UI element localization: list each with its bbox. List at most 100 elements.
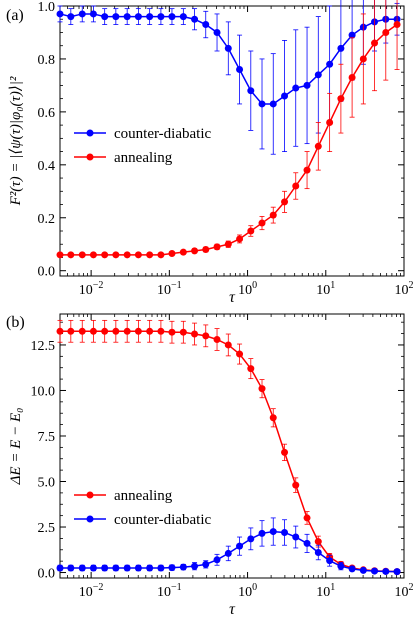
y-tick-label: 0.4 (38, 159, 56, 174)
panel-b-ticks: 10−2 10−1 100 101 102 0.0 2.5 5.0 7.5 10.0 12.5 (31, 314, 414, 600)
x-tick-label: 100 (238, 582, 257, 600)
data-point-counter-diabatic (89, 564, 97, 572)
panel-a-marks (56, 0, 401, 259)
x-tick-label: 102 (395, 582, 414, 600)
data-point-counter-diabatic (337, 562, 345, 570)
data-point-annealing (269, 414, 277, 422)
y-tick-label: 0.2 (38, 212, 56, 227)
panel-b-y-axis-label: ΔE = E − E₀ (8, 408, 24, 486)
legend-label-annealing: annealing (114, 150, 173, 166)
data-point-counter-diabatic (326, 557, 334, 565)
legend-marker-counter-diabatic (86, 515, 94, 523)
data-point-annealing (247, 227, 255, 235)
data-point-counter-diabatic (303, 539, 311, 547)
data-point-annealing (157, 327, 165, 335)
x-tick-label: 10−2 (79, 280, 104, 298)
data-point-annealing (168, 328, 176, 336)
data-point-annealing (292, 481, 300, 489)
data-point-counter-diabatic (359, 566, 367, 574)
data-point-counter-diabatic (326, 60, 334, 68)
data-point-counter-diabatic (337, 44, 345, 52)
x-tick-label: 10−1 (157, 280, 182, 298)
data-point-counter-diabatic (134, 564, 142, 572)
data-point-counter-diabatic (314, 549, 322, 557)
data-point-annealing (78, 251, 86, 259)
data-point-annealing (134, 251, 142, 259)
data-point-counter-diabatic (258, 100, 266, 108)
data-point-annealing (281, 198, 289, 206)
legend-marker-annealing (86, 153, 94, 161)
y-tick-label: 0.8 (38, 53, 56, 68)
data-point-annealing (89, 327, 97, 335)
data-point-annealing (224, 341, 232, 349)
data-point-annealing (258, 385, 266, 393)
data-point-counter-diabatic (168, 13, 176, 21)
data-point-counter-diabatic (292, 84, 300, 92)
x-tick-label: 101 (316, 280, 335, 298)
data-point-annealing (191, 247, 199, 255)
data-point-annealing (224, 240, 232, 248)
data-point-counter-diabatic (269, 100, 277, 108)
data-point-counter-diabatic (213, 556, 221, 564)
data-point-annealing (101, 327, 109, 335)
data-point-counter-diabatic (269, 528, 277, 536)
data-point-counter-diabatic (179, 563, 187, 571)
x-tick-label: 101 (316, 582, 335, 600)
data-point-annealing (269, 211, 277, 219)
y-tick-label: 10.0 (31, 384, 56, 399)
data-point-annealing (371, 39, 379, 47)
data-point-annealing (202, 246, 210, 254)
data-point-counter-diabatic (146, 13, 154, 21)
data-point-counter-diabatic (101, 13, 109, 21)
data-point-counter-diabatic (168, 564, 176, 572)
data-point-counter-diabatic (56, 564, 64, 572)
data-point-annealing (236, 235, 244, 243)
legend-marker-annealing (86, 491, 94, 499)
data-point-annealing (179, 328, 187, 336)
y-tick-label: 0.0 (38, 567, 56, 582)
data-point-annealing (393, 21, 401, 29)
data-point-annealing (168, 250, 176, 257)
data-point-counter-diabatic (371, 567, 379, 575)
x-tick-label: 100 (238, 280, 257, 298)
data-point-counter-diabatic (202, 21, 210, 29)
data-point-counter-diabatic (393, 568, 401, 576)
data-point-counter-diabatic (382, 567, 390, 575)
data-point-annealing (314, 142, 322, 150)
data-point-annealing (292, 182, 300, 190)
legend-label-counter-diabatic: counter-diabatic (114, 126, 211, 142)
y-tick-label: 1.0 (38, 0, 56, 15)
data-point-counter-diabatic (236, 66, 244, 74)
y-tick-label: 2.5 (38, 521, 56, 536)
data-point-counter-diabatic (191, 562, 199, 570)
x-tick-label: 10−2 (79, 582, 104, 600)
y-tick-label: 0.0 (38, 265, 56, 280)
data-point-annealing (112, 251, 120, 259)
data-point-counter-diabatic (236, 542, 244, 550)
x-tick-label: 102 (395, 280, 414, 298)
data-point-annealing (326, 118, 334, 126)
panel-a-plot-frame (59, 5, 405, 277)
data-point-counter-diabatic (213, 28, 221, 36)
data-point-counter-diabatic (101, 564, 109, 572)
data-point-counter-diabatic (179, 13, 187, 21)
data-point-annealing (213, 335, 221, 343)
data-point-counter-diabatic (224, 44, 232, 52)
data-point-annealing (134, 327, 142, 335)
y-tick-label: 12.5 (31, 339, 56, 354)
data-point-annealing (78, 327, 86, 335)
data-point-counter-diabatic (292, 533, 300, 541)
data-point-counter-diabatic (123, 564, 131, 572)
data-point-annealing (258, 219, 266, 227)
data-point-counter-diabatic (247, 535, 255, 543)
panel-a-ticks: 10−2 10−1 100 101 102 0.0 0.2 0.4 0.6 0.8 1.0 (38, 0, 414, 298)
data-point-counter-diabatic (303, 81, 311, 89)
y-tick-label: 7.5 (38, 430, 56, 445)
data-point-counter-diabatic (191, 15, 199, 23)
series-line-annealing (60, 330, 398, 573)
data-point-annealing (382, 28, 390, 36)
data-point-counter-diabatic (56, 10, 64, 18)
data-point-counter-diabatic (348, 31, 356, 39)
data-point-annealing (157, 251, 165, 259)
data-point-counter-diabatic (202, 560, 210, 568)
